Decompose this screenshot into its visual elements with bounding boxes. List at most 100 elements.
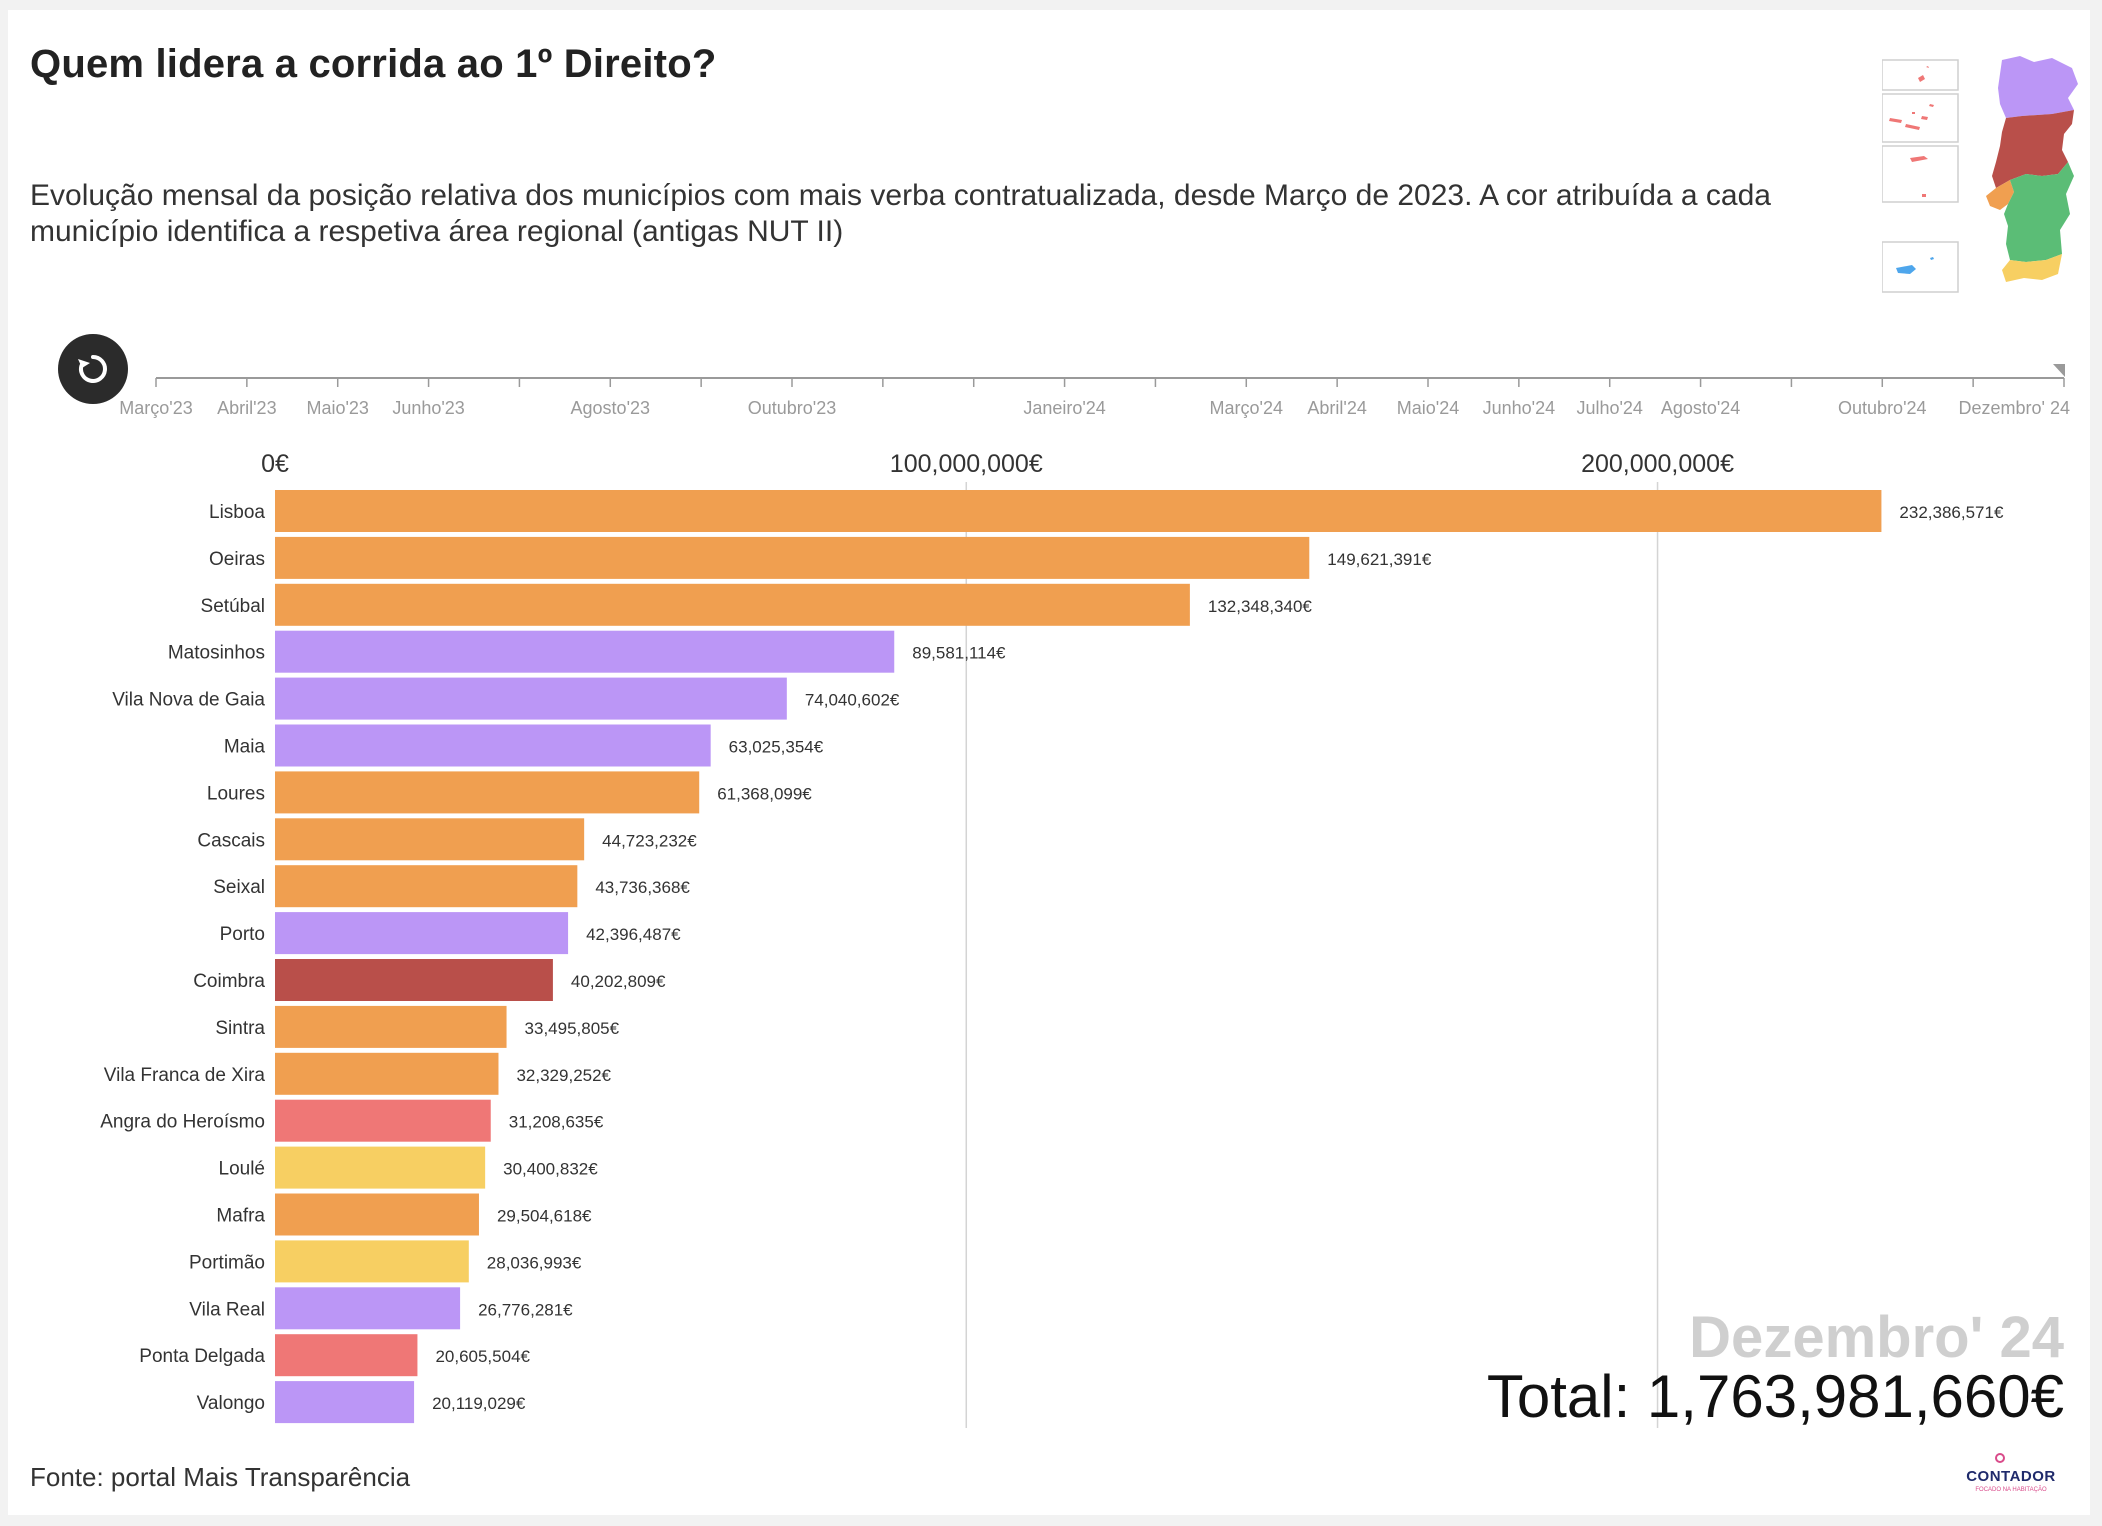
bar-value-label: 132,348,340€ bbox=[1208, 597, 1313, 616]
bar-value-label: 30,400,832€ bbox=[503, 1160, 598, 1179]
timeline-label[interactable]: Março'24 bbox=[1210, 398, 1283, 418]
total-amount: Total: 1,763,981,660€ bbox=[1486, 1363, 2064, 1430]
timeline-label[interactable]: Junho'23 bbox=[392, 398, 465, 418]
bar-value-label: 20,605,504€ bbox=[435, 1347, 530, 1366]
bar-value-label: 42,396,487€ bbox=[586, 925, 681, 944]
bar-value-label: 32,329,252€ bbox=[516, 1066, 611, 1085]
bar-value-label: 89,581,114€ bbox=[912, 644, 1006, 663]
bar[interactable] bbox=[275, 1146, 486, 1189]
timeline-label[interactable]: Agosto'23 bbox=[571, 398, 651, 418]
bar[interactable] bbox=[275, 1240, 469, 1283]
bar-category-label: Coimbra bbox=[193, 971, 265, 992]
acores-islands-east bbox=[1910, 156, 1928, 197]
bar-category-label: Ponta Delgada bbox=[139, 1346, 265, 1367]
bar-category-label: Vila Nova de Gaia bbox=[112, 690, 265, 711]
timeline-label[interactable]: Junho'24 bbox=[1483, 398, 1556, 418]
timeline-label[interactable]: Agosto'24 bbox=[1661, 398, 1741, 418]
bar[interactable] bbox=[275, 1052, 499, 1095]
timeline-label[interactable]: Maio'24 bbox=[1397, 398, 1459, 418]
chart-subtitle: Evolução mensal da posição relativa dos … bbox=[30, 179, 1771, 248]
acores-east-inset bbox=[1882, 145, 1959, 203]
page-title: Quem lidera a corrida ao 1º Direito? bbox=[30, 42, 717, 86]
source-note: Fonte: portal Mais Transparência bbox=[30, 1462, 411, 1492]
centro-region bbox=[1992, 110, 2074, 188]
current-period-label: Dezembro' 24 bbox=[1689, 1305, 2064, 1370]
timeline-label[interactable]: Maio'23 bbox=[306, 398, 368, 418]
bar[interactable] bbox=[275, 912, 569, 955]
algarve-region bbox=[2002, 254, 2062, 282]
bar[interactable] bbox=[275, 536, 1310, 579]
bar[interactable] bbox=[275, 630, 895, 673]
bar-category-label: Porto bbox=[220, 924, 265, 945]
bar-category-label: Setúbal bbox=[201, 596, 265, 617]
bar[interactable] bbox=[275, 724, 711, 767]
bar-category-label: Mafra bbox=[216, 1206, 265, 1227]
x-tick-label: 100,000,000€ bbox=[890, 450, 1043, 478]
timeline-label[interactable]: Janeiro'24 bbox=[1023, 398, 1106, 418]
timeline-label[interactable]: Outubro'24 bbox=[1838, 398, 1927, 418]
madeira-islands bbox=[1896, 257, 1934, 274]
bar-category-label: Loures bbox=[207, 783, 265, 804]
bar-value-label: 74,040,602€ bbox=[805, 691, 900, 710]
bar-category-label: Cascais bbox=[197, 830, 265, 851]
bar-value-label: 29,504,618€ bbox=[497, 1207, 592, 1226]
bar[interactable] bbox=[275, 1005, 507, 1048]
bar[interactable] bbox=[275, 1287, 461, 1330]
bar-value-label: 31,208,635€ bbox=[509, 1113, 604, 1132]
bar-category-label: Portimão bbox=[189, 1252, 265, 1273]
bar[interactable] bbox=[275, 771, 700, 814]
bar-category-label: Valongo bbox=[197, 1393, 265, 1414]
bar-category-label: Oeiras bbox=[209, 549, 265, 570]
timeline-label[interactable]: Outubro'23 bbox=[748, 398, 837, 418]
bar-value-label: 61,368,099€ bbox=[717, 784, 812, 803]
acores-west-inset bbox=[1882, 59, 1959, 91]
timeline-label[interactable]: Julho'24 bbox=[1576, 398, 1643, 418]
x-tick-label: 0€ bbox=[261, 450, 289, 478]
bar-category-label: Maia bbox=[224, 737, 266, 758]
bar[interactable] bbox=[275, 583, 1190, 626]
bar[interactable] bbox=[275, 1099, 491, 1142]
bar-category-label: Seixal bbox=[213, 877, 265, 898]
bar-value-label: 149,621,391€ bbox=[1327, 550, 1432, 569]
bar-category-label: Vila Franca de Xira bbox=[104, 1065, 266, 1086]
bar-value-label: 26,776,281€ bbox=[478, 1300, 573, 1319]
logo-tagline: FOCADO NA HABITAÇÃO bbox=[1975, 1487, 2047, 1493]
bar-value-label: 28,036,993€ bbox=[487, 1253, 582, 1272]
timeline-label[interactable]: Abril'24 bbox=[1307, 398, 1366, 418]
chart-card: Quem lidera a corrida ao 1º Direito? Evo… bbox=[8, 10, 2090, 1515]
bar[interactable] bbox=[275, 1334, 418, 1377]
bar-category-label: Lisboa bbox=[209, 502, 265, 523]
timeline-label[interactable]: Dezembro' 24 bbox=[1959, 398, 2071, 418]
bar[interactable] bbox=[275, 959, 553, 1001]
bar-category-label: Sintra bbox=[215, 1018, 265, 1039]
x-tick-label: 200,000,000€ bbox=[1581, 450, 1734, 478]
bar-category-label: Vila Real bbox=[189, 1299, 265, 1320]
acores-islands-central bbox=[1889, 104, 1934, 130]
timeline-label[interactable]: Abril'23 bbox=[217, 398, 276, 418]
bar-value-label: 232,386,571€ bbox=[1899, 503, 2004, 522]
bar-value-label: 44,723,232€ bbox=[602, 831, 697, 850]
bar[interactable] bbox=[275, 490, 1882, 532]
madeira-inset bbox=[1882, 241, 1959, 293]
acores-central-inset bbox=[1882, 93, 1959, 143]
bar[interactable] bbox=[275, 865, 578, 908]
bar-chart: Março'23 Abril'23 Maio'23 Junho'23 Agosto'23… bbox=[100, 364, 2071, 1428]
bar[interactable] bbox=[275, 1381, 415, 1424]
lisboa-region bbox=[1986, 180, 2014, 210]
bar-value-label: 40,202,809€ bbox=[571, 972, 666, 991]
bar-category-label: Loulé bbox=[219, 1159, 266, 1180]
timeline-label[interactable]: Março'23 bbox=[119, 398, 192, 418]
acores-islands-west bbox=[1918, 66, 1929, 82]
bar[interactable] bbox=[275, 818, 585, 861]
bar-value-label: 33,495,805€ bbox=[525, 1019, 620, 1038]
bar[interactable] bbox=[275, 677, 787, 720]
timeline-handle[interactable] bbox=[2053, 364, 2065, 377]
norte-region bbox=[1998, 56, 2078, 118]
logo-name: CONTADOR bbox=[1966, 1468, 2056, 1485]
alentejo-region bbox=[2004, 162, 2074, 262]
replay-button[interactable] bbox=[58, 334, 128, 404]
bar-value-label: 63,025,354€ bbox=[729, 738, 824, 757]
bar-value-label: 20,119,029€ bbox=[432, 1394, 526, 1413]
bar-value-label: 43,736,368€ bbox=[595, 878, 690, 897]
bar[interactable] bbox=[275, 1193, 479, 1236]
